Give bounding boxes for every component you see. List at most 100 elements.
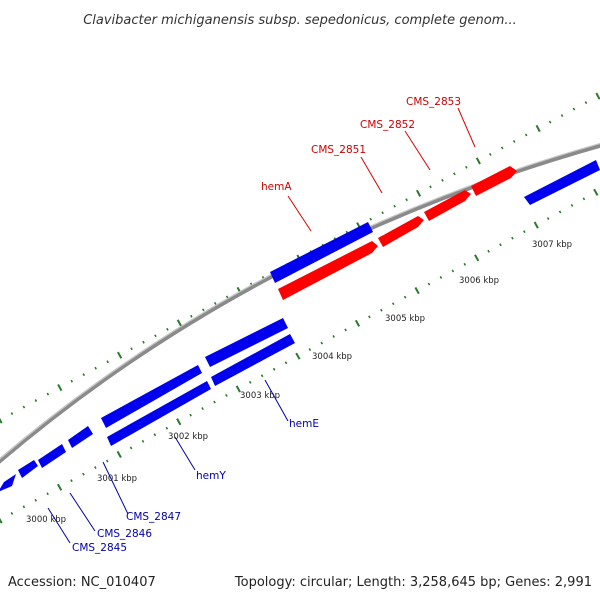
minor-tick: [381, 211, 384, 215]
major-tick: [235, 385, 241, 393]
minor-tick: [523, 230, 526, 234]
minor-tick: [34, 498, 38, 502]
minor-tick: [368, 315, 371, 319]
minor-tick: [248, 380, 252, 384]
minor-tick: [94, 466, 97, 469]
minor-tick: [429, 185, 432, 189]
gene-label-cms-2847[interactable]: CMS_2847: [126, 511, 181, 523]
major-tick: [414, 287, 420, 295]
minor-tick: [166, 327, 169, 331]
major-tick: [117, 351, 123, 359]
minor-tick: [584, 101, 588, 105]
major-tick: [593, 188, 599, 196]
gene-label-hemE[interactable]: hemE: [289, 418, 319, 430]
minor-tick: [487, 249, 490, 253]
gene-label-cms-2846[interactable]: CMS_2846: [97, 528, 152, 540]
gene-arrow[interactable]: [38, 444, 66, 468]
gene-arrow[interactable]: [424, 190, 471, 221]
major-tick: [116, 450, 122, 458]
minor-tick: [320, 341, 324, 345]
minor-tick: [105, 459, 109, 463]
gene-label-hemA[interactable]: hemA: [261, 181, 292, 193]
gene-arrow[interactable]: [107, 381, 211, 446]
minor-tick: [154, 334, 157, 338]
tick-label: 3006 kbp: [459, 276, 499, 286]
minor-tick: [369, 217, 373, 221]
gene-arrow[interactable]: [68, 426, 93, 448]
minor-tick: [499, 243, 502, 247]
minor-tick: [46, 392, 50, 396]
minor-tick: [141, 439, 145, 443]
minor-tick: [260, 374, 264, 378]
minor-tick: [189, 413, 192, 417]
minor-tick: [512, 140, 516, 143]
tick-label: 3002 kbp: [168, 432, 208, 442]
map-title: Clavibacter michiganensis subsp. sepedon…: [83, 13, 517, 28]
gene-label-cms-2845[interactable]: CMS_2845: [72, 542, 127, 554]
accession-text: Accession: NC_010407: [8, 575, 156, 590]
minor-tick: [427, 282, 431, 286]
minor-tick: [463, 262, 467, 266]
minor-tick: [344, 328, 347, 332]
gene-arrow[interactable]: [270, 222, 373, 283]
gene-arrow[interactable]: [378, 216, 424, 247]
minor-tick: [130, 347, 133, 351]
major-tick: [535, 124, 541, 133]
tick-label: 3005 kbp: [385, 314, 425, 324]
tick-label: 3007 kbp: [532, 240, 572, 250]
inner-tick-ring: [0, 188, 599, 524]
gene-arrow[interactable]: [205, 318, 288, 367]
gene-arrow[interactable]: [0, 474, 16, 492]
minor-tick: [201, 407, 204, 410]
minor-tick: [558, 210, 562, 214]
minor-tick: [46, 492, 49, 496]
gene-label-cms-2852[interactable]: CMS_2852: [360, 119, 415, 131]
reverse-gene-labels: CMS_2845 CMS_2846 CMS_2847 hemY hemE: [72, 418, 319, 554]
minor-tick: [70, 479, 73, 483]
major-tick: [416, 189, 422, 197]
major-tick: [533, 221, 539, 229]
major-tick: [176, 418, 182, 426]
minor-tick: [70, 379, 74, 383]
minor-tick: [489, 153, 492, 156]
minor-tick: [106, 360, 109, 364]
label-leader-lines: [47, 107, 476, 544]
minor-tick: [94, 366, 97, 370]
gene-arrow[interactable]: [211, 334, 295, 386]
gene-arrow[interactable]: [101, 365, 202, 428]
gene-arrow[interactable]: [278, 241, 378, 300]
minor-tick: [380, 308, 383, 312]
minor-tick: [213, 302, 217, 305]
tick-label: 3000 kbp: [26, 515, 66, 525]
minor-tick: [190, 314, 193, 318]
major-tick: [57, 483, 63, 491]
reverse-genes-outer: [0, 160, 600, 492]
minor-tick: [582, 197, 586, 201]
gene-label-cms-2851[interactable]: CMS_2851: [311, 144, 366, 156]
major-tick: [595, 92, 600, 100]
minor-tick: [524, 133, 528, 137]
gene-arrow[interactable]: [524, 160, 600, 205]
tick-label: 3001 kbp: [97, 474, 137, 484]
minor-tick: [202, 308, 205, 312]
minor-tick: [451, 269, 455, 273]
minor-tick: [284, 361, 288, 365]
gene-label-cms-2853[interactable]: CMS_2853: [406, 96, 461, 108]
gene-label-hemY[interactable]: hemY: [196, 470, 226, 482]
minor-tick: [82, 373, 85, 377]
major-tick: [176, 319, 182, 327]
minor-tick: [308, 348, 312, 351]
minor-tick: [405, 198, 408, 202]
minor-tick: [165, 426, 169, 430]
gene-arrow[interactable]: [18, 460, 38, 478]
minor-tick: [272, 367, 276, 371]
minor-tick: [560, 114, 564, 117]
tick-label: 3003 kbp: [240, 391, 280, 401]
minor-tick: [82, 472, 85, 476]
minor-tick: [10, 412, 14, 415]
minor-tick: [570, 204, 574, 207]
minor-tick: [129, 446, 133, 450]
gene-arrow[interactable]: [471, 166, 517, 196]
minor-tick: [393, 204, 396, 208]
